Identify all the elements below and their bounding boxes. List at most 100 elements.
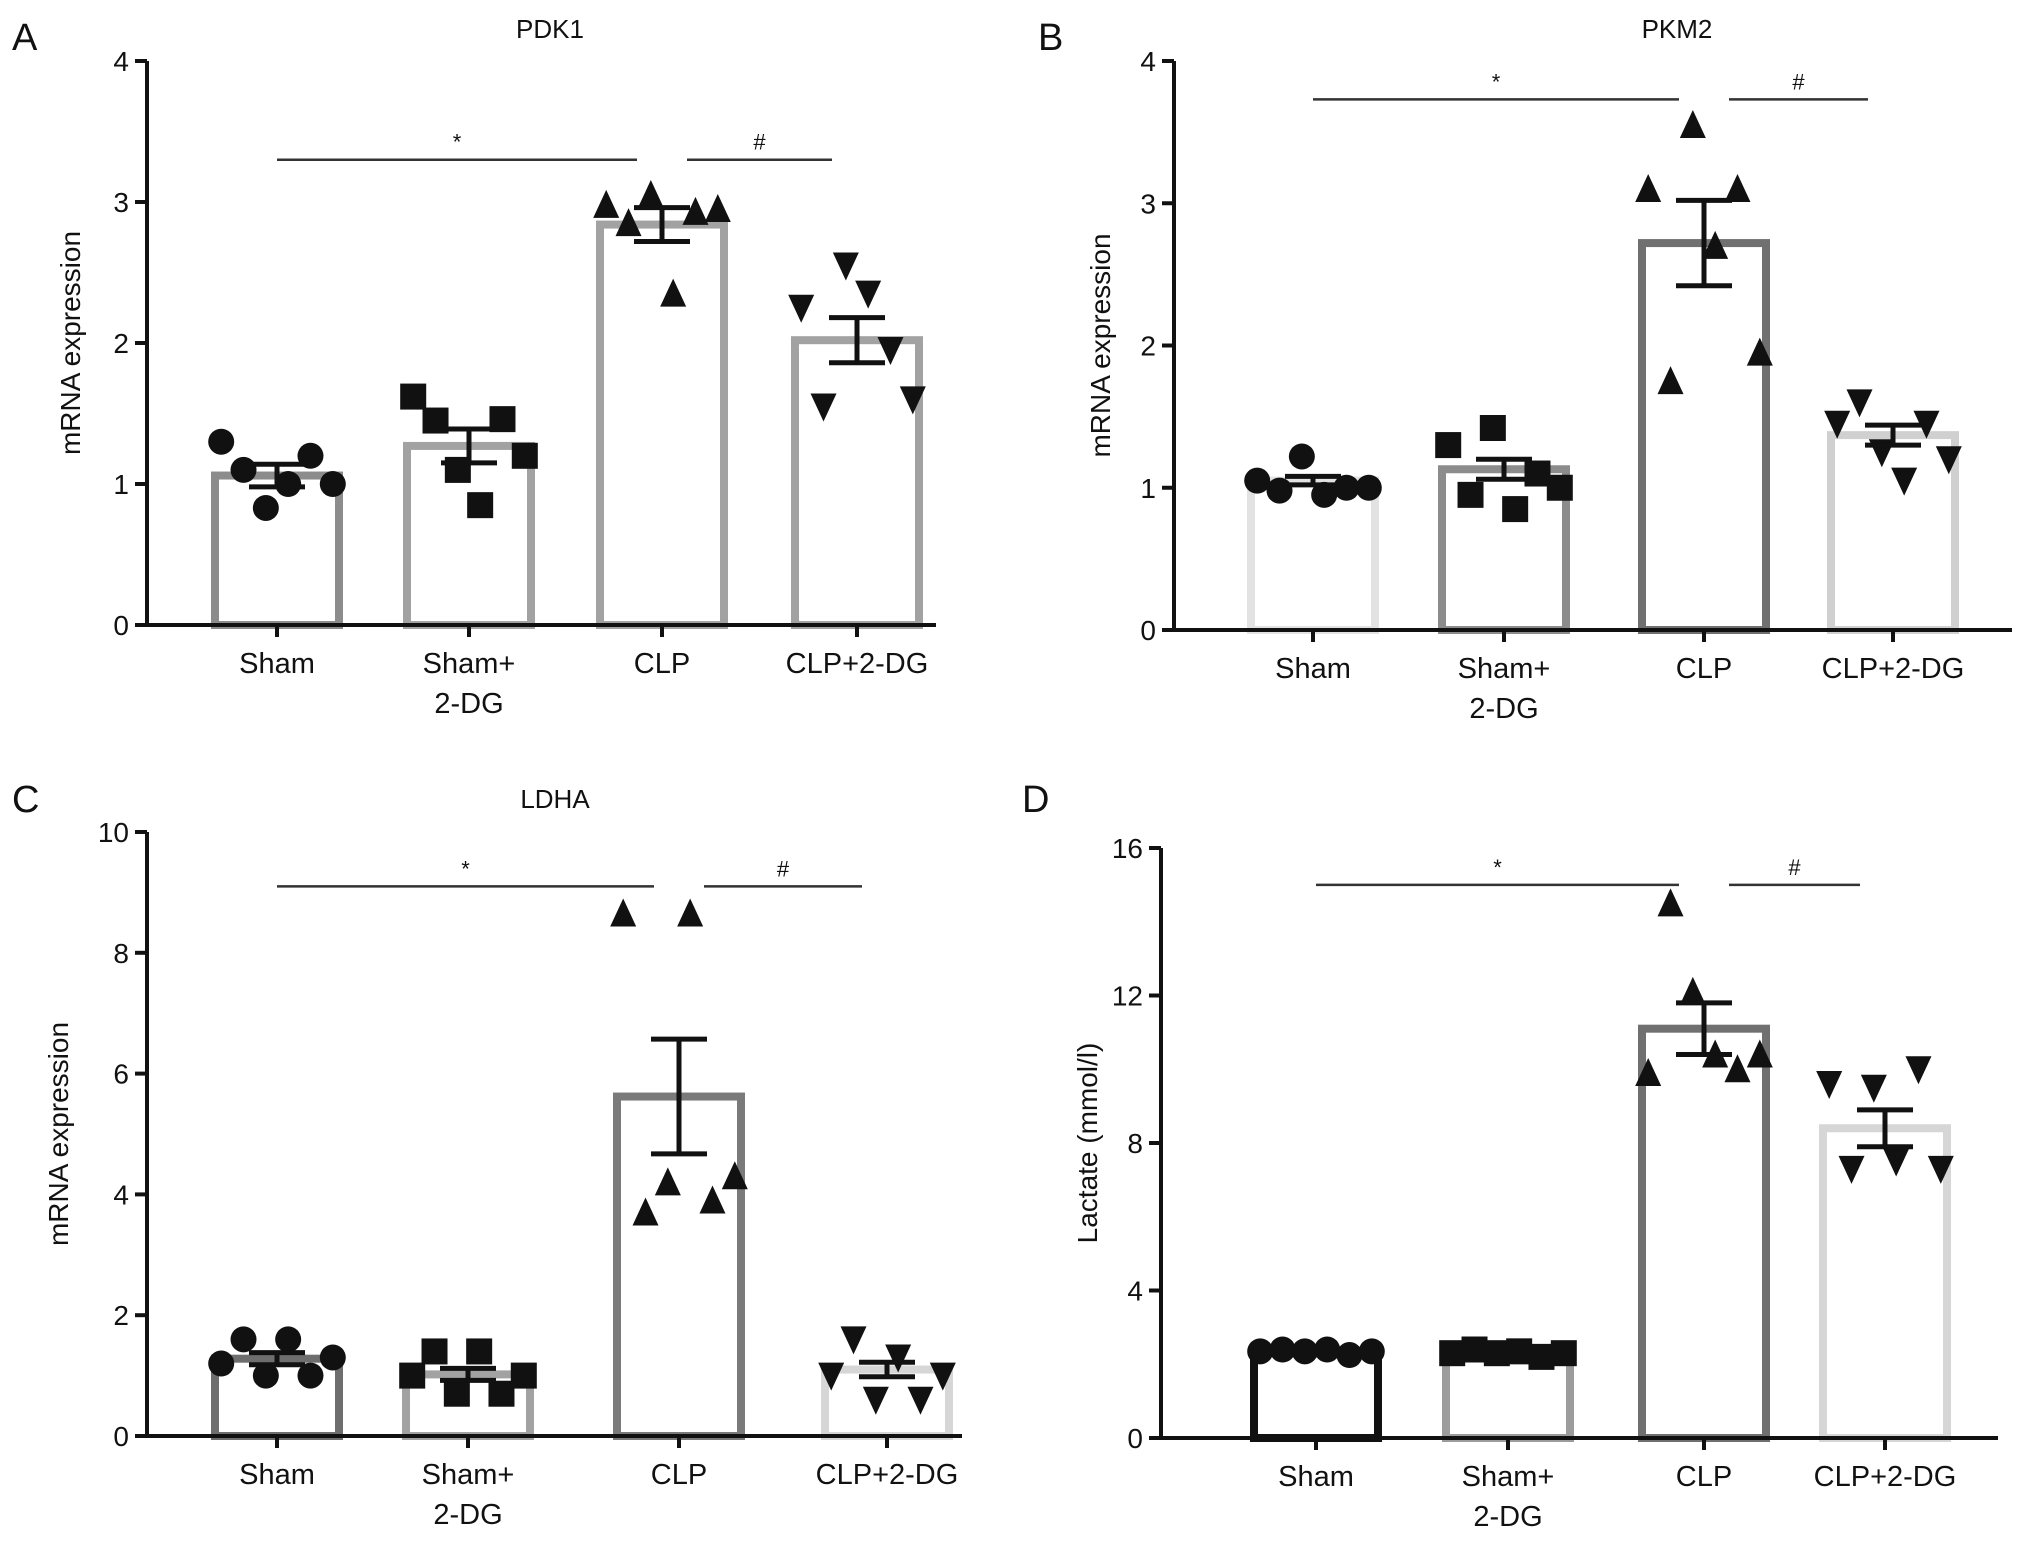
data-point	[855, 280, 882, 309]
data-point	[1905, 1056, 1932, 1085]
data-point	[511, 442, 538, 469]
x-tick-label: CLP	[1676, 1461, 1732, 1493]
data-point	[230, 1326, 257, 1353]
y-axis-label: mRNA expression	[55, 231, 86, 455]
y-tick-label: 4	[113, 1179, 129, 1210]
error-bar-3	[1857, 1107, 1913, 1150]
data-point	[1846, 389, 1873, 418]
significance-label: #	[1792, 69, 1805, 94]
data-point	[637, 179, 664, 208]
data-point	[1247, 1338, 1274, 1365]
data-point	[1657, 366, 1684, 395]
data-point	[1336, 1342, 1363, 1369]
data-point	[1724, 174, 1751, 203]
y-tick-label: 6	[113, 1059, 129, 1090]
data-point	[899, 386, 926, 415]
error-bar-2	[634, 205, 690, 244]
panel-b: B PKM2 mRNA expression 0 1 2 3 4 Sham Sham+ 2-DG CL…	[1038, 14, 2012, 725]
data-point	[421, 1338, 448, 1365]
data-point	[1702, 230, 1729, 259]
error-bar-0	[1288, 1348, 1344, 1358]
y-tick-label: 4	[1140, 46, 1156, 77]
y-axis-label: Lactate (mmol/l)	[1072, 1043, 1103, 1244]
x-tick-label: 2-DG	[434, 688, 503, 720]
data-point	[443, 1380, 470, 1407]
data-point	[1935, 446, 1962, 475]
significance-label: *	[1492, 69, 1501, 94]
data-point	[467, 492, 494, 519]
data-point	[1657, 888, 1684, 917]
data-point	[208, 1350, 235, 1377]
data-point	[1311, 481, 1338, 508]
significance-label: #	[777, 856, 790, 881]
bar-0	[211, 471, 343, 630]
x-tick-label: Sham+	[422, 1459, 515, 1491]
y-tick-label: 16	[1112, 833, 1143, 864]
data-point	[885, 1344, 912, 1373]
data-point	[1435, 432, 1462, 459]
bar-2	[1638, 239, 1770, 635]
y-tick-label: 3	[113, 187, 129, 218]
significance-label: *	[461, 856, 470, 881]
panel-letter: A	[12, 17, 38, 59]
data-point	[818, 1362, 845, 1391]
data-point	[721, 1161, 748, 1190]
y-tick-label: 0	[113, 610, 129, 641]
panel-c: C LDHA mRNA expression 0 2 4 6 8 10 Sham Sham+ 2-DG…	[12, 779, 962, 1531]
data-point	[704, 194, 731, 223]
data-point	[1679, 976, 1706, 1005]
data-point	[1457, 481, 1484, 508]
y-tick-label: 10	[98, 817, 129, 848]
bar-3	[791, 336, 923, 629]
x-tick-label: CLP	[651, 1459, 707, 1491]
data-point	[1635, 1057, 1662, 1086]
data-point	[1746, 337, 1773, 366]
data-point	[275, 1326, 302, 1353]
x-tick-label: Sham+	[423, 648, 516, 680]
y-tick-label: 3	[1140, 188, 1156, 219]
x-tick-label: Sham+	[1462, 1461, 1555, 1493]
x-tick-label: Sham	[1275, 653, 1351, 685]
chart-title: PDK1	[516, 14, 584, 44]
significance-label: #	[753, 130, 766, 155]
error-bar-3	[829, 315, 885, 366]
y-tick-label: 1	[1140, 473, 1156, 504]
chart-title: PKM2	[1642, 14, 1713, 44]
data-point	[208, 428, 235, 455]
data-point	[699, 1185, 726, 1214]
x-tick-label: Sham+	[1458, 653, 1551, 685]
data-point	[929, 1362, 956, 1391]
data-point	[632, 1197, 659, 1226]
data-point	[297, 1362, 324, 1389]
data-point	[1724, 1054, 1751, 1083]
data-point	[1883, 1148, 1910, 1177]
data-point	[400, 383, 427, 410]
data-point	[1816, 1071, 1843, 1099]
data-point	[832, 252, 859, 281]
data-point	[1679, 110, 1706, 139]
data-point	[252, 494, 279, 521]
bar-2	[1638, 1024, 1770, 1442]
y-axis-label: mRNA expression	[1085, 233, 1116, 457]
panel-d: D Lactate (mmol/l) 0 4 8 12 16 Sham Sham+ 2-DG CLP…	[1022, 779, 1998, 1533]
y-tick-label: 12	[1112, 981, 1143, 1012]
error-bar-2	[1676, 197, 1732, 289]
data-point	[1546, 474, 1573, 501]
y-tick-label: 0	[1140, 615, 1156, 646]
y-tick-label: 2	[1140, 331, 1156, 362]
error-bar-1	[1480, 1348, 1536, 1358]
data-point	[1439, 1340, 1466, 1367]
data-point	[1355, 474, 1382, 501]
error-bar-3	[859, 1359, 915, 1380]
data-point	[593, 189, 620, 218]
x-tick-label: CLP	[634, 648, 690, 680]
data-point	[615, 208, 642, 237]
x-tick-label: Sham	[239, 648, 315, 680]
data-point	[907, 1386, 934, 1415]
data-point	[466, 1338, 493, 1365]
data-point	[1860, 1074, 1887, 1103]
bar-3	[1819, 1124, 1951, 1442]
bar-0	[1250, 1349, 1382, 1442]
error-bar-1	[441, 426, 497, 466]
error-bar-1	[440, 1365, 496, 1383]
